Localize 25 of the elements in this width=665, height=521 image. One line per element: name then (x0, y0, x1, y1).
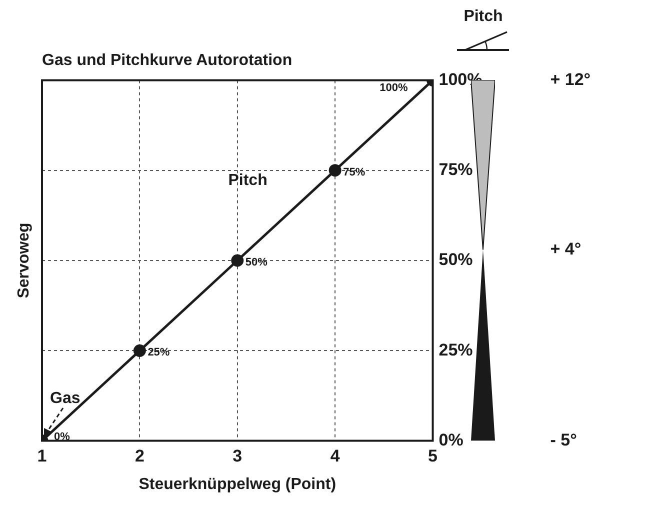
x-tick-label: 3 (232, 446, 242, 466)
y2-tick-label: - 5° (550, 430, 578, 450)
y-tick-label: 0% (438, 430, 464, 450)
x-tick-label: 5 (428, 446, 438, 466)
x-tick-label: 1 (37, 446, 47, 466)
x-tick-label: 2 (134, 446, 144, 466)
point (231, 254, 244, 267)
point (328, 164, 342, 177)
y-tick-label: 50% (438, 250, 473, 270)
x-axis-title: Steuerknüppelweg (Point) (138, 476, 336, 494)
y2-tick-label: + 12° (550, 70, 591, 89)
data-label: 75% (343, 166, 366, 178)
y-tick-label: 75% (438, 160, 473, 180)
annotation: Pitch (228, 172, 268, 189)
data-label: 50% (245, 256, 268, 269)
y2-tick-label: + 4° (550, 240, 582, 259)
annotation: Gas (50, 390, 80, 408)
data-label: 25% (148, 346, 170, 359)
text: Pitch (462, 8, 504, 26)
chart-title: Gas und Pitchkurve Autorotation (42, 52, 292, 70)
x-tick-label: 4 (330, 446, 340, 466)
data-label: 0% (54, 430, 70, 443)
y-axis-title: Servoweg (15, 222, 32, 298)
y-tick-label: 25% (438, 340, 473, 360)
data-label: 100% (380, 82, 408, 94)
